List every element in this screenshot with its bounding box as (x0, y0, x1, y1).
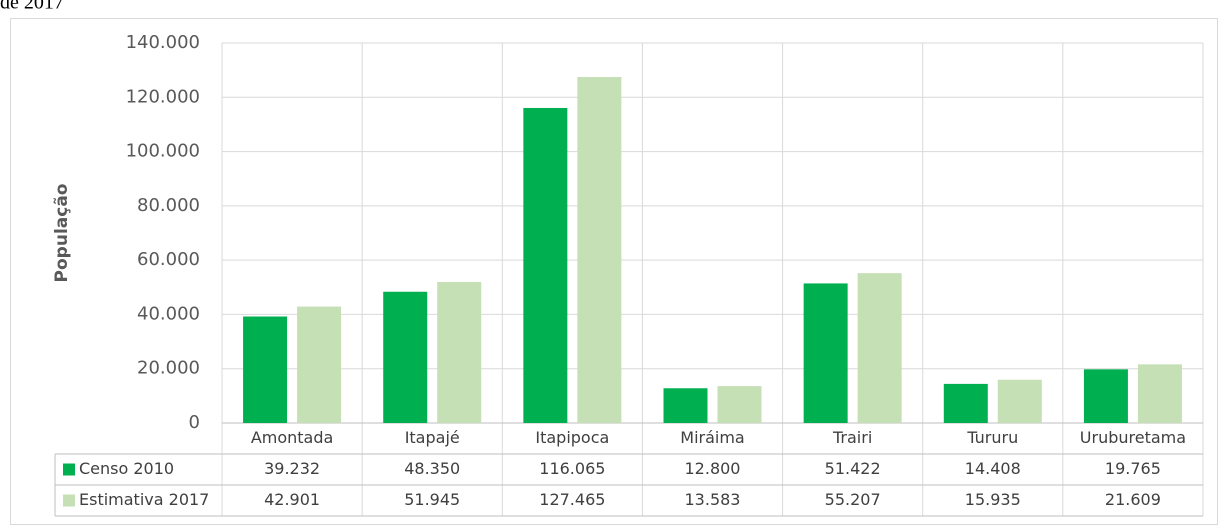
y-tick-label: 80.000 (137, 195, 200, 216)
y-tick-label: 40.000 (137, 303, 200, 324)
bar (383, 291, 428, 423)
x-tick-label: Amontada (251, 428, 334, 447)
bar (663, 388, 708, 423)
y-tick-label: 120.000 (126, 86, 200, 107)
table-value: 55.207 (825, 490, 881, 509)
x-tick-label: Miráima (680, 428, 744, 447)
table-value: 116.065 (539, 459, 605, 478)
y-tick-label: 140.000 (126, 32, 200, 53)
table-value: 48.350 (404, 459, 460, 478)
table-value: 14.408 (965, 459, 1021, 478)
bar (243, 316, 288, 423)
bar (1137, 364, 1182, 423)
table-value: 12.800 (685, 459, 741, 478)
table-value: 42.901 (264, 490, 320, 509)
legend-key (63, 494, 75, 507)
y-axis-label: População (52, 184, 72, 283)
table-value: 51.945 (404, 490, 460, 509)
bar (297, 306, 342, 423)
table-value: 15.935 (965, 490, 1021, 509)
bar (717, 386, 762, 423)
bar (803, 283, 848, 423)
bar (997, 379, 1042, 423)
y-tick-label: 60.000 (137, 249, 200, 270)
table-value: 127.465 (539, 490, 605, 509)
x-tick-label: Trairi (832, 428, 872, 447)
x-tick-label: Itapajé (405, 428, 460, 447)
y-tick-label: 0 (189, 412, 200, 433)
legend-label: Estimativa 2017 (79, 490, 209, 509)
legend-label: Censo 2010 (79, 459, 174, 478)
bar (857, 273, 902, 423)
table-value: 39.232 (264, 459, 320, 478)
x-tick-label: Uruburetama (1080, 428, 1186, 447)
x-tick-label: Tururu (966, 428, 1018, 447)
y-tick-label: 20.000 (137, 358, 200, 379)
bar (1083, 369, 1128, 423)
table-value: 51.422 (825, 459, 881, 478)
bar (943, 383, 988, 423)
table-value: 21.609 (1105, 490, 1161, 509)
table-value: 13.583 (685, 490, 741, 509)
table-value: 19.765 (1105, 459, 1161, 478)
chart-border (10, 18, 1218, 525)
x-tick-label: Itapipoca (535, 428, 609, 447)
legend-key (63, 463, 75, 476)
chart-title: de 2017 (0, 0, 64, 14)
bar (523, 107, 568, 423)
bar (437, 282, 482, 423)
y-tick-label: 100.000 (126, 141, 200, 162)
bar (577, 77, 622, 424)
